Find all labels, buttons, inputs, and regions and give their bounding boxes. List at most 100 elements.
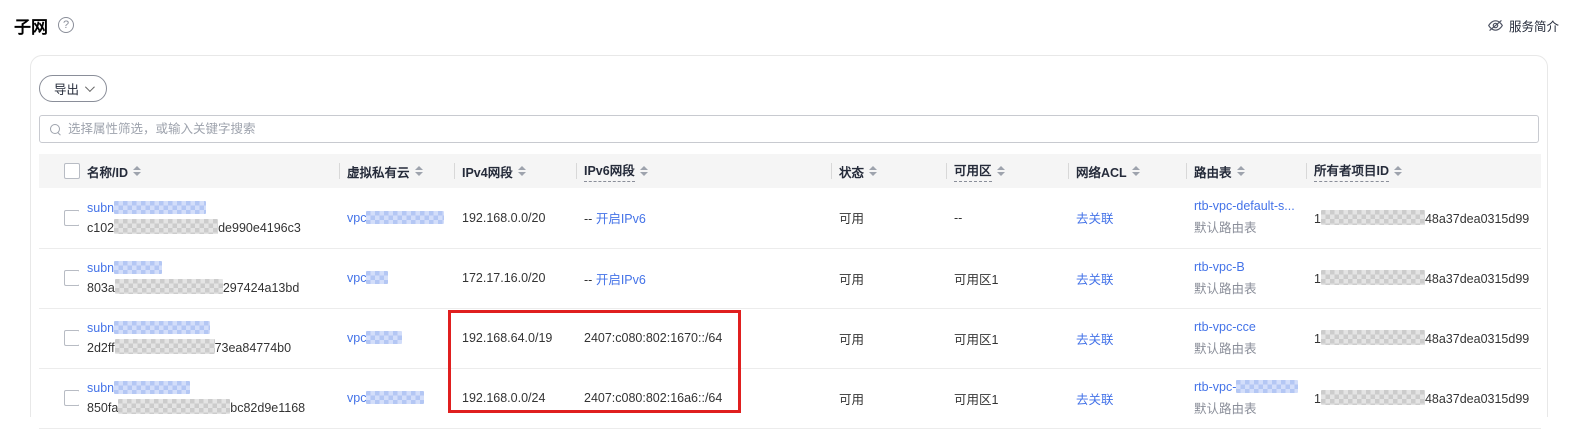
associate-acl-link[interactable]: 去关联 bbox=[1076, 392, 1114, 407]
sort-icon[interactable] bbox=[1394, 166, 1403, 176]
az-text: 可用区1 bbox=[954, 272, 999, 287]
row-checkbox[interactable] bbox=[64, 209, 79, 226]
redacted-mosaic bbox=[1236, 379, 1299, 393]
sort-icon[interactable] bbox=[869, 166, 878, 176]
subnet-name-link[interactable]: subn bbox=[87, 200, 335, 215]
table-body: subn c102 de990e4196c3 vpc 192.168.0.0/20 -- … bbox=[39, 188, 1541, 428]
sort-icon[interactable] bbox=[132, 166, 141, 176]
column-header-2: 虚拟私有云 bbox=[339, 154, 454, 188]
ipv4-cidr: 192.168.64.0/19 bbox=[462, 331, 553, 345]
owner-prefix: 1 bbox=[1314, 272, 1321, 286]
search-bar[interactable] bbox=[39, 115, 1539, 143]
table-row: subn c102 de990e4196c3 vpc 192.168.0.0/20 -- … bbox=[39, 188, 1541, 248]
redacted-mosaic bbox=[1320, 270, 1425, 285]
sort-icon[interactable] bbox=[639, 166, 648, 176]
subnet-list-card: 导出 名称/ID 虚拟私有云 IPv4网段 IPv6网段 状态 可用区 网络ACL 路由表 所有… bbox=[30, 55, 1548, 428]
column-label: 网络ACL bbox=[1076, 165, 1127, 180]
cell-vpc: vpc bbox=[339, 188, 454, 248]
status-text: 可用 bbox=[839, 212, 865, 227]
export-button[interactable]: 导出 bbox=[39, 75, 108, 102]
subnet-name-link[interactable]: subn bbox=[87, 261, 335, 275]
owner-prefix: 1 bbox=[1314, 332, 1321, 346]
route-table-link[interactable]: rtb-vpc- bbox=[1194, 379, 1299, 394]
subnet-table: 名称/ID 虚拟私有云 IPv4网段 IPv6网段 状态 可用区 网络ACL 路由表 所有者项目… bbox=[39, 154, 1541, 429]
ipv6-empty: -- bbox=[584, 272, 596, 287]
subnet-name-link[interactable]: subn bbox=[87, 381, 335, 395]
column-header-8: 路由表 bbox=[1186, 154, 1306, 188]
sort-icon[interactable] bbox=[996, 166, 1005, 176]
service-intro-link[interactable]: 服务简介 bbox=[1487, 16, 1559, 35]
associate-acl-link[interactable]: 去关联 bbox=[1076, 272, 1114, 287]
column-header-7: 网络ACL bbox=[1068, 154, 1186, 188]
table-header-row: 名称/ID 虚拟私有云 IPv4网段 IPv6网段 状态 可用区 网络ACL 路由表 所有者项目… bbox=[39, 154, 1541, 188]
subnet-id-suffix: 73ea84774b0 bbox=[214, 341, 292, 355]
redacted-mosaic bbox=[1320, 209, 1425, 225]
associate-acl-link[interactable]: 去关联 bbox=[1076, 332, 1114, 347]
subnet-name-link[interactable]: subn bbox=[87, 321, 335, 335]
redacted-mosaic bbox=[366, 271, 389, 284]
route-table-link[interactable]: rtb-vpc-cce bbox=[1194, 319, 1256, 334]
owner-suffix: 48a37dea0315d99 bbox=[1424, 332, 1530, 346]
cell-ipv6: -- 开启IPv6 bbox=[576, 248, 831, 308]
ipv6-empty: -- bbox=[584, 212, 596, 227]
column-header-4: IPv6网段 bbox=[576, 154, 831, 188]
route-table-sub: 默认路由表 bbox=[1194, 341, 1257, 356]
cell-name-id: subn 2d2ff 73ea84774b0 bbox=[79, 308, 339, 368]
route-table-sub: 默认路由表 bbox=[1194, 281, 1257, 296]
ipv4-cidr: 172.17.16.0/20 bbox=[462, 271, 546, 285]
column-label: 可用区 bbox=[954, 160, 992, 182]
cell-name-id: subn c102 de990e4196c3 bbox=[79, 188, 339, 248]
column-header-6: 可用区 bbox=[946, 154, 1068, 188]
cell-status: 可用 bbox=[831, 308, 946, 368]
search-input[interactable] bbox=[68, 122, 1528, 136]
vpc-link[interactable]: vpc bbox=[347, 210, 445, 225]
help-icon[interactable]: ? bbox=[58, 17, 74, 33]
subnet-name-link-text[interactable]: subn bbox=[87, 381, 191, 395]
select-all-checkbox[interactable] bbox=[64, 163, 80, 179]
redacted-mosaic bbox=[114, 381, 191, 394]
redacted-mosaic bbox=[366, 391, 425, 404]
subnet-id-suffix: de990e4196c3 bbox=[218, 220, 301, 235]
cell-acl: 去关联 bbox=[1068, 368, 1186, 428]
status-text: 可用 bbox=[839, 332, 865, 347]
cell-ipv4: 192.168.0.0/20 bbox=[454, 188, 576, 248]
owner-prefix: 1 bbox=[1314, 392, 1321, 406]
subnet-name-link-text[interactable]: subn bbox=[87, 261, 163, 275]
search-icon bbox=[50, 123, 61, 135]
redacted-mosaic bbox=[118, 399, 231, 414]
route-table-link[interactable]: rtb-vpc-default-s... bbox=[1194, 199, 1295, 214]
cell-owner-project: 1 48a37dea0315d99 bbox=[1306, 308, 1541, 368]
export-label: 导出 bbox=[54, 83, 80, 97]
route-table-link[interactable]: rtb-vpc-B bbox=[1194, 259, 1245, 274]
sort-icon[interactable] bbox=[1236, 166, 1245, 176]
enable-ipv6-link[interactable]: 开启IPv6 bbox=[595, 212, 646, 227]
row-checkbox[interactable] bbox=[64, 390, 79, 406]
cell-ipv4: 192.168.0.0/24 bbox=[454, 368, 576, 428]
cell-acl: 去关联 bbox=[1068, 248, 1186, 308]
subnet-name-link-text[interactable]: subn bbox=[87, 321, 211, 335]
column-label: 路由表 bbox=[1194, 165, 1232, 180]
vpc-link[interactable]: vpc bbox=[347, 271, 389, 285]
table-row: subn 850fa bc82d9e1168 vpc 192.168.0.0/24 240… bbox=[39, 368, 1541, 428]
sort-icon[interactable] bbox=[517, 166, 526, 176]
row-checkbox[interactable] bbox=[64, 330, 79, 346]
route-table-sub: 默认路由表 bbox=[1194, 401, 1257, 416]
redacted-mosaic bbox=[114, 279, 223, 294]
row-checkbox[interactable] bbox=[64, 270, 79, 286]
cell-ipv6: 2407:c080:802:16a6::/64 bbox=[576, 368, 831, 428]
subnet-name-link-text[interactable]: subn bbox=[87, 200, 207, 215]
column-label: IPv4网段 bbox=[462, 165, 513, 180]
eye-off-icon bbox=[1488, 19, 1503, 31]
chevron-down-icon bbox=[84, 82, 95, 93]
sort-icon[interactable] bbox=[1131, 166, 1140, 176]
cell-az: 可用区1 bbox=[946, 248, 1068, 308]
vpc-link[interactable]: vpc bbox=[347, 391, 425, 405]
vpc-link[interactable]: vpc bbox=[347, 331, 403, 345]
cell-acl: 去关联 bbox=[1068, 188, 1186, 248]
sort-icon[interactable] bbox=[414, 166, 423, 176]
enable-ipv6-link[interactable]: 开启IPv6 bbox=[595, 272, 646, 287]
subnet-id: 850fa bc82d9e1168 bbox=[87, 399, 335, 415]
redacted-mosaic bbox=[1320, 330, 1425, 345]
associate-acl-link[interactable]: 去关联 bbox=[1076, 212, 1114, 227]
column-label: IPv6网段 bbox=[584, 160, 635, 182]
